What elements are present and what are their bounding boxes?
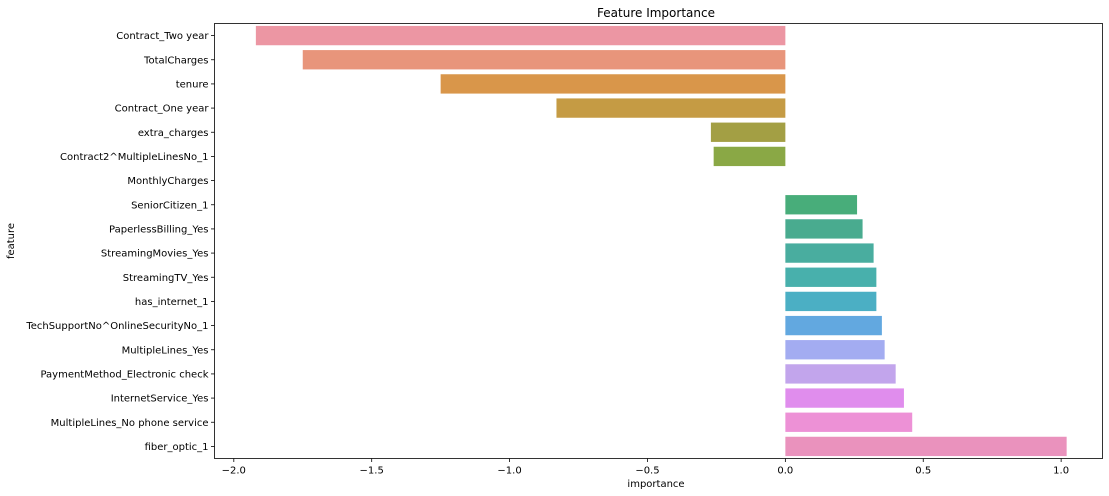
y-tick-label: Contract2^MultipleLinesNo_1: [60, 152, 209, 163]
y-tick-label: PaymentMethod_Electronic check: [40, 369, 208, 380]
bar-contract2-multiplelinesno-1: [713, 146, 786, 167]
bar-contract-one-year: [556, 98, 786, 118]
bar-extra-charges: [710, 122, 786, 142]
bar-tenure: [440, 74, 786, 94]
bar-fiber-optic-1: [785, 436, 1067, 457]
x-tick-label: 0.0: [777, 466, 793, 477]
bar-techsupportno-onlinesecurityno-1: [785, 315, 882, 336]
bar-multiplelines-no-phone-service: [785, 412, 913, 432]
x-tick-label: −0.5: [635, 466, 659, 477]
y-axis-ticks: Contract_Two year TotalCharges tenure Contr…: [25, 31, 215, 453]
y-tick-label: fiber_optic_1: [145, 442, 209, 453]
y-tick-label: tenure: [176, 79, 209, 90]
y-tick-label: Contract_Two year: [116, 31, 209, 42]
y-tick-label: PaperlessBilling_Yes: [109, 224, 208, 235]
bar-has-internet-1: [785, 291, 877, 312]
y-tick-label: Contract_One year: [115, 104, 210, 115]
y-tick-label: MultipleLines_No phone service: [51, 418, 209, 429]
bar-multiplelines-yes: [785, 340, 885, 360]
bar-streamingtv-yes: [785, 267, 877, 287]
x-tick-label: −2.0: [222, 466, 246, 477]
bar-internetservice-yes: [785, 388, 904, 408]
y-tick-label: SeniorCitizen_1: [131, 200, 208, 211]
x-axis-title: importance: [627, 479, 684, 490]
y-tick-label: StreamingMovies_Yes: [101, 249, 209, 260]
x-tick-label: −1.5: [360, 466, 384, 477]
x-tick-label: 0.5: [915, 466, 931, 477]
y-tick-label: StreamingTV_Yes: [123, 273, 209, 284]
chart-title: Feature Importance: [597, 6, 715, 20]
bar-totalcharges: [302, 50, 786, 70]
y-tick-label: InternetService_Yes: [111, 394, 209, 405]
y-axis-title: feature: [6, 223, 17, 259]
y-tick-label: MultipleLines_Yes: [122, 345, 209, 356]
y-tick-label: TechSupportNo^OnlineSecurityNo_1: [25, 321, 208, 332]
x-axis-ticks: −2.0 −1.5 −1.0 −0.5 0.0 0.5 1.0: [222, 458, 1069, 477]
x-tick-label: −1.0: [497, 466, 521, 477]
x-tick-label: 1.0: [1053, 466, 1069, 477]
bars-layer: [255, 25, 1067, 457]
plot-frame: [214, 23, 1103, 459]
bar-streamingmovies-yes: [785, 243, 874, 263]
bar-seniorcitizen-1: [785, 195, 858, 215]
y-tick-label: MonthlyCharges: [127, 176, 208, 187]
y-tick-label: extra_charges: [138, 128, 209, 139]
bar-paymentmethod-electronic-check: [785, 364, 896, 384]
bar-contract-two-year: [255, 25, 786, 46]
y-tick-label: has_internet_1: [135, 297, 209, 308]
y-tick-label: TotalCharges: [143, 55, 208, 66]
bar-paperlessbilling-yes: [785, 219, 863, 239]
